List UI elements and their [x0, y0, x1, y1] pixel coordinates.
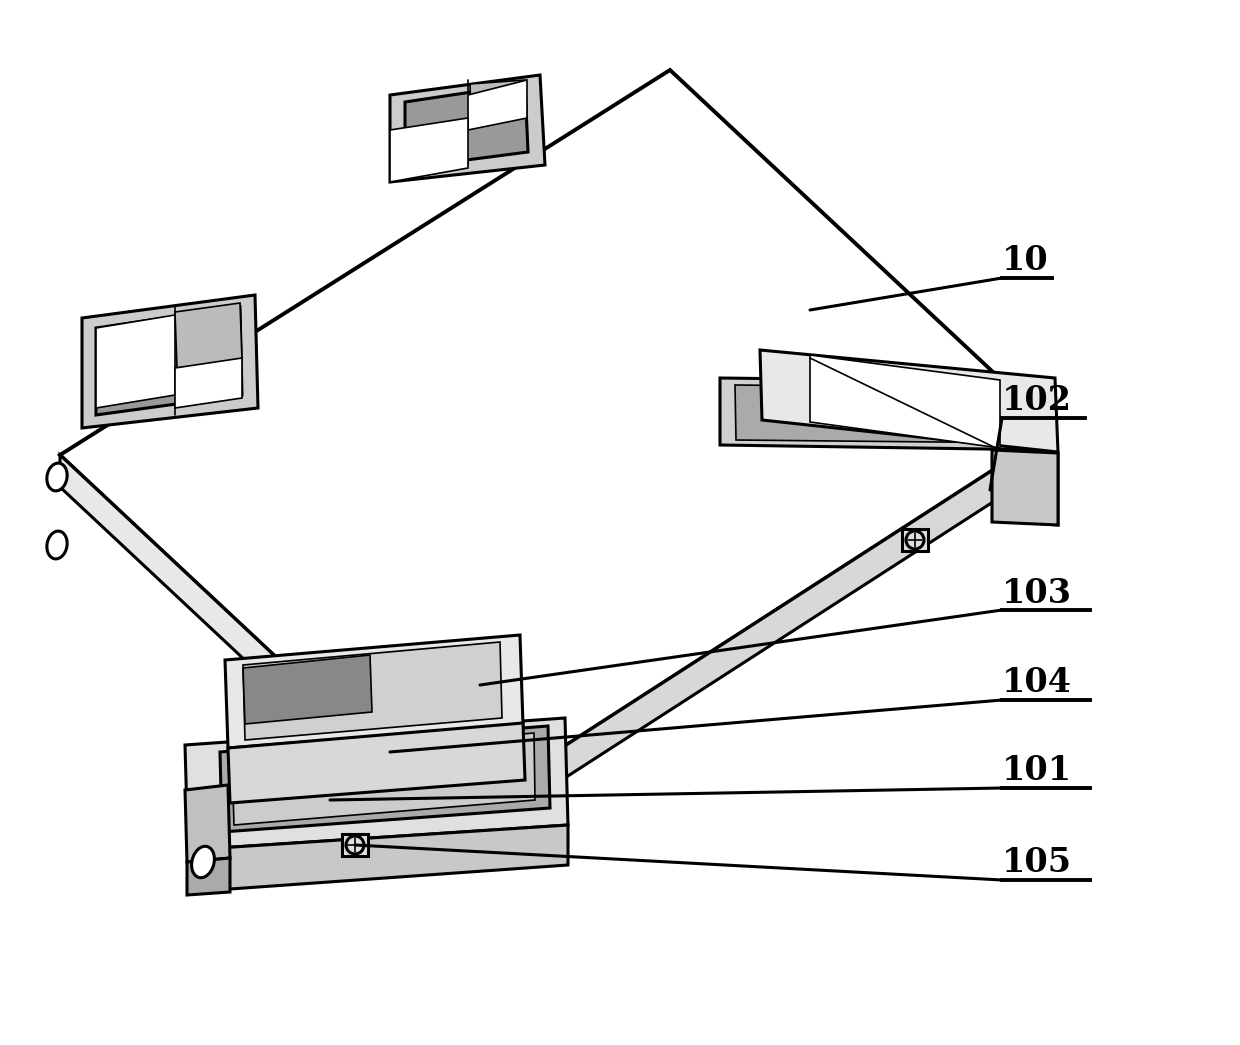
Polygon shape — [450, 429, 1055, 852]
Polygon shape — [224, 635, 523, 748]
Bar — [901, 529, 928, 551]
Polygon shape — [760, 350, 1058, 452]
Polygon shape — [735, 385, 1035, 443]
Polygon shape — [243, 642, 502, 740]
Polygon shape — [60, 455, 450, 852]
Polygon shape — [999, 452, 1058, 525]
Ellipse shape — [192, 846, 215, 878]
Polygon shape — [405, 84, 528, 168]
Polygon shape — [720, 378, 1052, 450]
Polygon shape — [82, 295, 258, 428]
Polygon shape — [219, 726, 551, 832]
Polygon shape — [60, 70, 1055, 820]
Text: 104: 104 — [1002, 666, 1073, 698]
Ellipse shape — [900, 408, 920, 422]
Polygon shape — [188, 825, 568, 892]
Polygon shape — [391, 118, 467, 182]
Polygon shape — [467, 80, 527, 130]
Polygon shape — [185, 785, 229, 862]
Polygon shape — [95, 315, 175, 408]
Polygon shape — [232, 733, 534, 825]
Ellipse shape — [47, 531, 67, 559]
Polygon shape — [243, 655, 372, 724]
Polygon shape — [95, 307, 242, 415]
Polygon shape — [992, 450, 1058, 525]
Ellipse shape — [47, 463, 67, 491]
Text: 101: 101 — [1002, 753, 1073, 787]
Text: 102: 102 — [1002, 384, 1073, 417]
Text: 10: 10 — [1002, 243, 1049, 277]
Polygon shape — [185, 718, 568, 850]
Text: 103: 103 — [1002, 577, 1073, 609]
Polygon shape — [470, 80, 527, 120]
Polygon shape — [175, 303, 242, 368]
Text: 105: 105 — [1002, 845, 1073, 879]
Polygon shape — [187, 858, 229, 895]
Bar — [342, 834, 368, 856]
Polygon shape — [175, 358, 242, 408]
Polygon shape — [810, 355, 999, 448]
Polygon shape — [228, 723, 525, 803]
Polygon shape — [391, 75, 546, 182]
